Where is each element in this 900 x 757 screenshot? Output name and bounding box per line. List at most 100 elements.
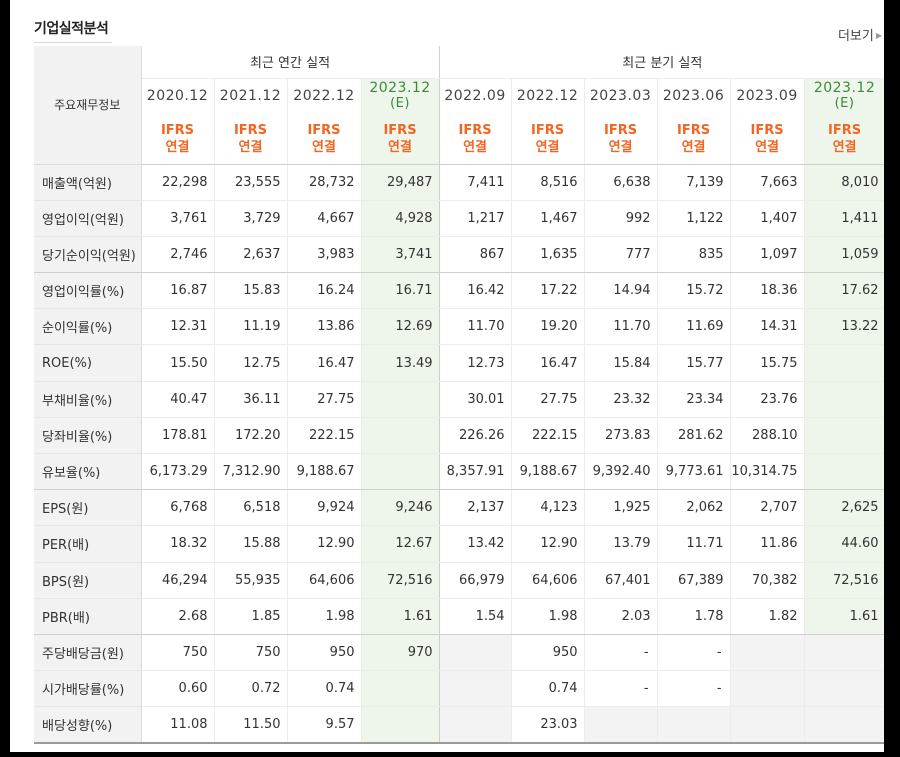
table-cell: 66,979 (439, 562, 512, 599)
table-cell: 2,062 (657, 489, 731, 527)
table-cell (804, 381, 886, 418)
table-cell (584, 706, 658, 745)
accounting-standard-header: IFRS 연결 (439, 114, 512, 165)
table-cell: 0.60 (141, 670, 215, 708)
row-label: BPS(원) (34, 562, 142, 599)
table-cell: 8,516 (511, 164, 585, 201)
table-cell: 16.47 (511, 344, 585, 382)
table-cell: 1.54 (439, 598, 512, 635)
table-cell: 222.15 (287, 417, 362, 455)
table-cell: 15.50 (141, 344, 215, 382)
table-cell: 1,217 (439, 200, 512, 237)
table-cell: 14.94 (584, 272, 658, 310)
row-label: EPS(원) (34, 489, 142, 527)
table-cell: 12.67 (361, 525, 440, 563)
table-cell: 23.76 (730, 381, 805, 418)
ifrs-label: IFRS (383, 122, 417, 138)
ifrs-label: IFRS (160, 122, 195, 138)
table-cell: 3,741 (361, 236, 440, 274)
table-row: PER(배) 18.32 15.88 12.90 12.67 13.42 12.90 13.7… (34, 525, 886, 563)
table-cell: 67,389 (657, 562, 731, 599)
column-date: 2022.09 (444, 88, 506, 105)
table-row: 영업이익(억원) 3,761 3,729 4,667 4,928 1,217 1,467 99… (34, 200, 886, 237)
ifrs-label: IFRS (530, 122, 565, 138)
table-row: 시가배당률(%) 0.60 0.72 0.74 0.74- - (34, 670, 886, 708)
table-cell: 1.61 (361, 598, 440, 635)
table-cell: 15.72 (657, 272, 731, 310)
row-label: PBR(배) (34, 598, 142, 635)
table-cell (804, 634, 886, 672)
table-cell: 2.68 (141, 598, 215, 635)
more-link[interactable]: 더보기 ▶ (838, 25, 882, 44)
table-cell: 16.87 (141, 272, 215, 310)
table-cell (804, 344, 886, 382)
table-cell (361, 670, 440, 708)
table-cell: 40.47 (141, 381, 215, 418)
table-cell: 10,314.75 (730, 453, 805, 491)
consolidated-label: 연결 (463, 139, 487, 155)
table-cell: 72,516 (804, 562, 886, 599)
table-cell: 11.86 (730, 525, 805, 563)
consolidated-label: 연결 (755, 139, 779, 155)
column-date: 2021.12 (219, 88, 282, 105)
accounting-standard-header: IFRS 연결 (141, 114, 215, 165)
table-cell: 9,188.67 (287, 453, 362, 491)
section-title: 기업실적분석 (34, 18, 113, 43)
table-cell: 27.75 (287, 381, 362, 418)
table-cell: 4,123 (511, 489, 585, 527)
table-cell: - (584, 634, 658, 672)
table-row: PBR(배) 2.68 1.85 1.98 1.61 1.54 1.98 2.03 1.78 1.… (34, 598, 886, 635)
table-row: 배당성향(%) 11.08 11.50 9.57 23.03 (34, 706, 886, 745)
column-date-header: 2023.12 (E) (804, 78, 886, 114)
row-label: PER(배) (34, 525, 142, 563)
group-header-quarter: 최근 분기 실적 (439, 46, 886, 79)
consolidated-label: 연결 (165, 139, 190, 155)
table-cell (439, 706, 512, 745)
financial-summary-panel: 기업실적분석 더보기 ▶ 주요재무정보 최근 연간 실적 최근 분기 실적 2020.1… (10, 0, 894, 752)
table-row: 순이익률(%) 12.31 11.19 13.86 12.69 11.70 19.20 11.… (34, 308, 886, 346)
table-cell: 13.79 (584, 525, 658, 563)
ifrs-label: IFRS (750, 122, 784, 138)
table-cell: 7,663 (730, 164, 805, 201)
table-cell (657, 706, 731, 745)
row-label: 당좌비율(%) (34, 417, 142, 455)
table-cell: 9,392.40 (584, 453, 658, 491)
consolidated-label: 연결 (388, 139, 412, 155)
table-cell: 12.73 (439, 344, 512, 382)
table-cell: 14.31 (730, 308, 805, 346)
table-cell: 8,357.91 (439, 453, 512, 491)
table-cell (804, 706, 886, 745)
table-cell: 18.32 (141, 525, 215, 563)
table-cell: 2,625 (804, 489, 886, 527)
row-label: 영업이익(억원) (34, 200, 142, 237)
table-cell (439, 634, 512, 672)
table-cell: 4,667 (287, 200, 362, 237)
table-cell: 1,467 (511, 200, 585, 237)
table-cell: 72,516 (361, 562, 440, 599)
table-cell: 9,188.67 (511, 453, 585, 491)
table-row: 당기순이익(억원) 2,746 2,637 3,983 3,741 867 1,635 777… (34, 236, 886, 274)
ifrs-label: IFRS (458, 122, 492, 138)
table-cell: 16.71 (361, 272, 440, 310)
row-label: 매출액(억원) (34, 164, 142, 201)
table-cell: 0.72 (214, 670, 288, 708)
table-cell: 16.24 (287, 272, 362, 310)
column-date-header: 2023.12 (E) (361, 78, 440, 114)
column-date: 2023.12 (369, 80, 431, 97)
column-date: 2023.03 (589, 88, 652, 105)
table-cell: 9.57 (287, 706, 362, 745)
table-cell: 12.69 (361, 308, 440, 346)
table-cell: 11.50 (214, 706, 288, 745)
table-cell: 44.60 (804, 525, 886, 563)
table-cell: 27.75 (511, 381, 585, 418)
table-cell: 11.70 (584, 308, 658, 346)
column-date-header: 2020.12 (141, 78, 215, 114)
table-cell: 1.78 (657, 598, 731, 635)
table-cell: 6,173.29 (141, 453, 215, 491)
table-cell: 273.83 (584, 417, 658, 455)
table-cell: 8,010 (804, 164, 886, 201)
consolidated-label: 연결 (312, 139, 336, 155)
column-date: 2022.12 (516, 88, 579, 105)
column-date-header: 2021.12 (214, 78, 288, 114)
accounting-standard-header: IFRS 연결 (804, 114, 886, 165)
